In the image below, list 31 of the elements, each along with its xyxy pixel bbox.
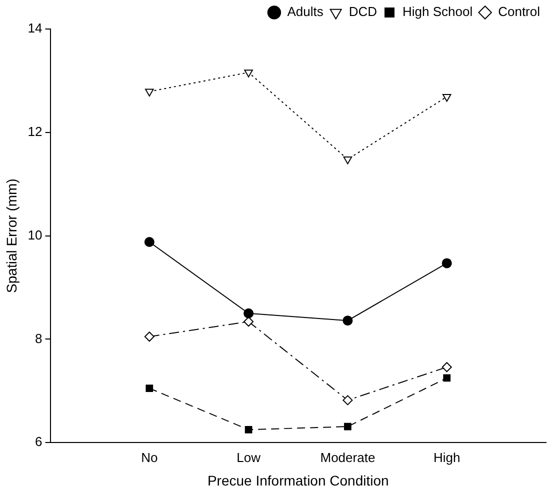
point — [144, 332, 154, 342]
point — [343, 156, 352, 164]
point — [443, 374, 451, 382]
y-tick-label: 14 — [28, 20, 42, 36]
point — [244, 70, 253, 78]
point — [244, 308, 254, 318]
point — [146, 384, 154, 392]
y-axis-title: Spatial Error (mm) — [3, 178, 20, 293]
point — [344, 422, 352, 430]
y-tick-label: 8 — [35, 330, 42, 346]
x-tick-label: Moderate — [320, 450, 376, 465]
point — [145, 88, 154, 97]
legend-label: High School — [402, 4, 473, 20]
point — [342, 316, 353, 326]
point — [442, 362, 452, 372]
point — [442, 94, 452, 102]
x-tick-label: High — [433, 450, 460, 465]
x-tick-label: No — [141, 450, 158, 465]
legend-label: Control — [498, 4, 540, 20]
point — [244, 426, 252, 434]
point — [442, 258, 452, 268]
point — [144, 237, 154, 248]
x-tick-label: Low — [236, 450, 262, 465]
legend-label: DCD — [348, 4, 378, 20]
point — [342, 395, 353, 406]
y-tick-label: 12 — [28, 124, 42, 139]
point — [244, 316, 254, 327]
legend-label: Adults — [287, 4, 324, 20]
y-tick-label: 6 — [35, 434, 42, 450]
x-axis-title: Precue Information Condition — [207, 472, 389, 488]
y-tick-label: 10 — [28, 227, 42, 242]
